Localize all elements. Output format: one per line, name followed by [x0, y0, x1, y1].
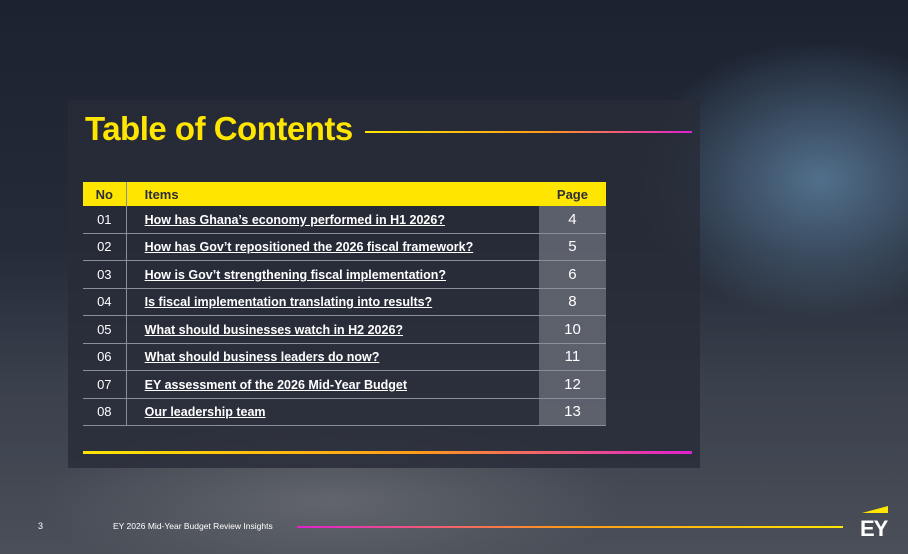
toc-row: 01 How has Ghana’s economy performed in H… [83, 206, 606, 234]
item-link[interactable]: What should businesses watch in H2 2026? [144, 322, 404, 337]
toc-row: 05 What should businesses watch in H2 202… [83, 315, 606, 344]
item-link[interactable]: EY assessment of the 2026 Mid-Year Budge… [144, 377, 408, 392]
item-page: 8 [538, 288, 606, 316]
footer-text: EY 2026 Mid-Year Budget Review Insights [113, 521, 273, 531]
item-cell: Our leadership team [126, 398, 539, 426]
item-link[interactable]: Our leadership team [144, 405, 266, 420]
item-number: 03 [83, 260, 127, 289]
logo-beam [862, 506, 888, 513]
toc-row: 02 How has Gov’t repositioned the 2026 fi… [83, 233, 606, 261]
item-link[interactable]: How has Ghana’s economy performed in H1 … [144, 212, 445, 227]
item-cell: How has Ghana’s economy performed in H1 … [126, 206, 539, 234]
item-link[interactable]: Is fiscal implementation translating int… [144, 295, 433, 310]
toc-row: 07 EY assessment of the 2026 Mid-Year Bud… [83, 370, 606, 399]
item-link[interactable]: How is Gov’t strengthening fiscal implem… [144, 267, 447, 282]
item-number: 01 [83, 206, 127, 234]
toc-row: 08 Our leadership team 13 [83, 398, 606, 426]
title: Table of Contents [85, 110, 353, 147]
item-link[interactable]: How has Gov’t repositioned the 2026 fisc… [144, 240, 474, 255]
item-page: 13 [538, 398, 606, 426]
item-cell: What should business leaders do now? [126, 343, 539, 371]
toc-row: 03 How is Gov’t strengthening fiscal impl… [83, 260, 606, 289]
col-header: Items [126, 182, 539, 206]
col-header: Page [538, 182, 606, 206]
item-cell: What should businesses watch in H2 2026? [126, 315, 539, 344]
item-page: 5 [538, 233, 606, 261]
item-link[interactable]: What should business leaders do now? [144, 350, 380, 365]
col-header: No [83, 182, 127, 206]
item-page: 4 [538, 206, 606, 234]
item-page: 6 [538, 260, 606, 289]
item-number: 05 [83, 315, 127, 344]
item-page: 10 [538, 315, 606, 344]
item-page: 12 [538, 370, 606, 399]
footer-rule [297, 526, 843, 528]
item-cell: How has Gov’t repositioned the 2026 fisc… [126, 233, 539, 261]
item-number: 02 [83, 233, 127, 261]
bottom-rule [83, 451, 692, 454]
rows: 01 How has Ghana’s economy performed in H… [83, 206, 606, 426]
toc-table: No Items Page 01 How has Ghana’s economy … [83, 182, 606, 426]
logo: EY [860, 516, 888, 541]
item-number: 08 [83, 398, 127, 426]
item-number: 04 [83, 288, 127, 316]
item-number: 07 [83, 370, 127, 399]
header-row: No Items Page [83, 182, 606, 206]
title-rule [365, 131, 692, 133]
toc-row: 06 What should business leaders do now? 11 [83, 343, 606, 371]
item-cell: How is Gov’t strengthening fiscal implem… [126, 260, 539, 289]
item-cell: EY assessment of the 2026 Mid-Year Budge… [126, 370, 539, 399]
item-number: 06 [83, 343, 127, 371]
item-cell: Is fiscal implementation translating int… [126, 288, 539, 316]
page-number: 3 [38, 521, 44, 531]
toc-row: 04 Is fiscal implementation translating i… [83, 288, 606, 316]
item-page: 11 [538, 343, 606, 371]
